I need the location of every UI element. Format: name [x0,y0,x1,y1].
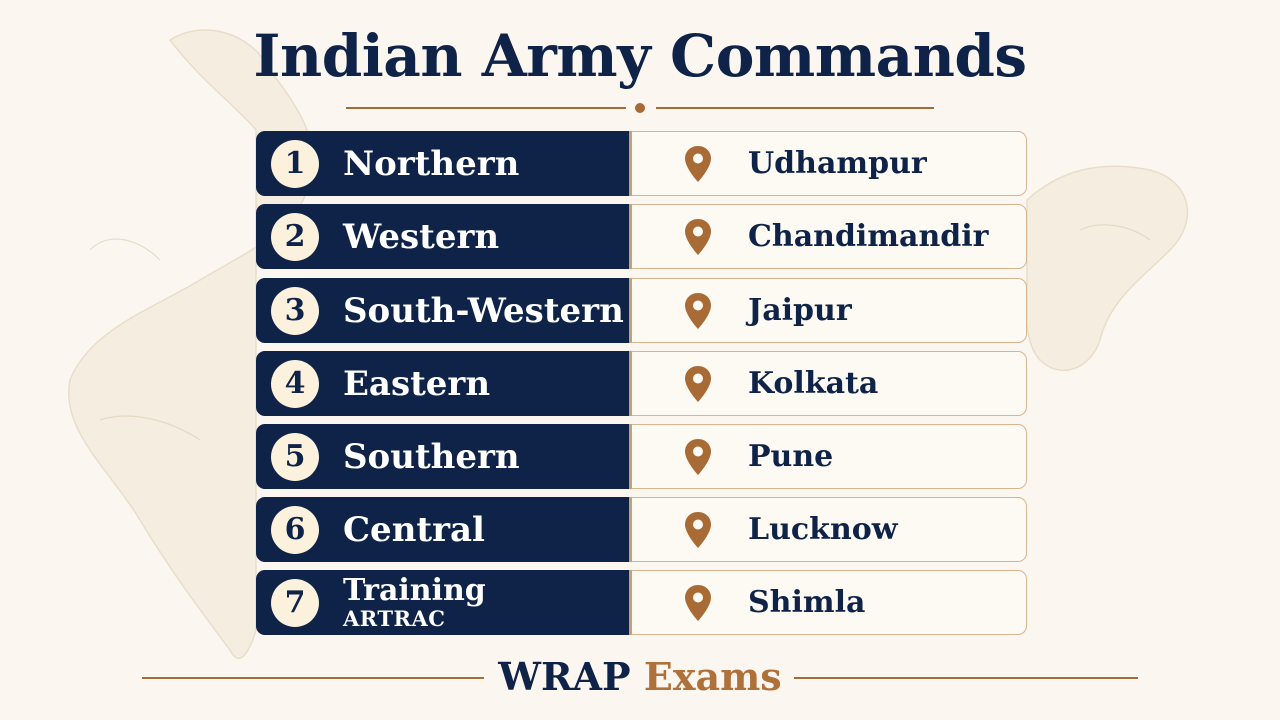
command-row: 4 Eastern Kolkata [256,351,1027,416]
command-name: Northern [343,143,520,184]
command-number-badge: 7 [271,578,319,627]
command-row: 6 Central Lucknow [256,497,1027,562]
title-divider-dot [635,103,645,113]
map-pin-icon [685,218,711,255]
location-cell: Chandimandir [632,204,1027,269]
location-name: Pune [748,439,834,474]
command-name-stack: Training ARTRAC [343,573,486,631]
command-cell: 7 Training ARTRAC [256,570,632,635]
footer-divider-left [142,677,484,679]
footer-brand: WRAP Exams [0,654,1280,699]
map-pin-icon [685,145,711,182]
location-name: Lucknow [748,512,898,547]
map-pin-icon [685,511,711,548]
command-number-badge: 2 [271,212,319,261]
footer-divider-right [794,677,1138,679]
location-cell: Pune [632,424,1027,489]
command-name: Eastern [343,363,491,404]
location-name: Jaipur [748,293,852,328]
command-cell: 4 Eastern [256,351,632,416]
command-row: 1 Northern Udhampur [256,131,1027,196]
page-title: Indian Army Commands [253,22,1027,90]
command-number-badge: 5 [271,432,319,481]
location-name: Kolkata [748,366,879,401]
location-cell: Lucknow [632,497,1027,562]
command-name: South-Western [343,290,624,331]
command-cell: 6 Central [256,497,632,562]
command-cell: 5 Southern [256,424,632,489]
command-name: Training [343,573,486,608]
brand-part1: WRAP [498,654,631,699]
command-cell: 3 South-Western [256,278,632,343]
location-name: Shimla [748,585,866,620]
command-cell: 2 Western [256,204,632,269]
map-pin-icon [685,438,711,475]
command-number-badge: 6 [271,505,319,554]
command-row: 5 Southern Pune [256,424,1027,489]
command-row: 3 South-Western Jaipur [256,278,1027,343]
location-cell: Jaipur [632,278,1027,343]
location-name: Udhampur [748,146,927,181]
command-row: 2 Western Chandimandir [256,204,1027,269]
command-subname: ARTRAC [343,606,446,631]
title-divider-left [346,107,626,109]
map-pin-icon [685,584,711,621]
command-name: Western [343,216,500,257]
command-number-badge: 3 [271,286,319,335]
command-cell: 1 Northern [256,131,632,196]
command-number-badge: 4 [271,359,319,408]
location-name: Chandimandir [748,219,989,254]
map-pin-icon [685,292,711,329]
brand-part2: Exams [643,654,782,699]
location-cell: Shimla [632,570,1027,635]
location-cell: Kolkata [632,351,1027,416]
title-divider-right [656,107,934,109]
command-name: Southern [343,436,520,477]
command-number-badge: 1 [271,139,319,188]
location-cell: Udhampur [632,131,1027,196]
command-row: 7 Training ARTRAC Shimla [256,570,1027,635]
command-name: Central [343,509,485,550]
commands-table: 1 Northern Udhampur 2 Western Chandimand… [256,131,1027,643]
map-pin-icon [685,365,711,402]
